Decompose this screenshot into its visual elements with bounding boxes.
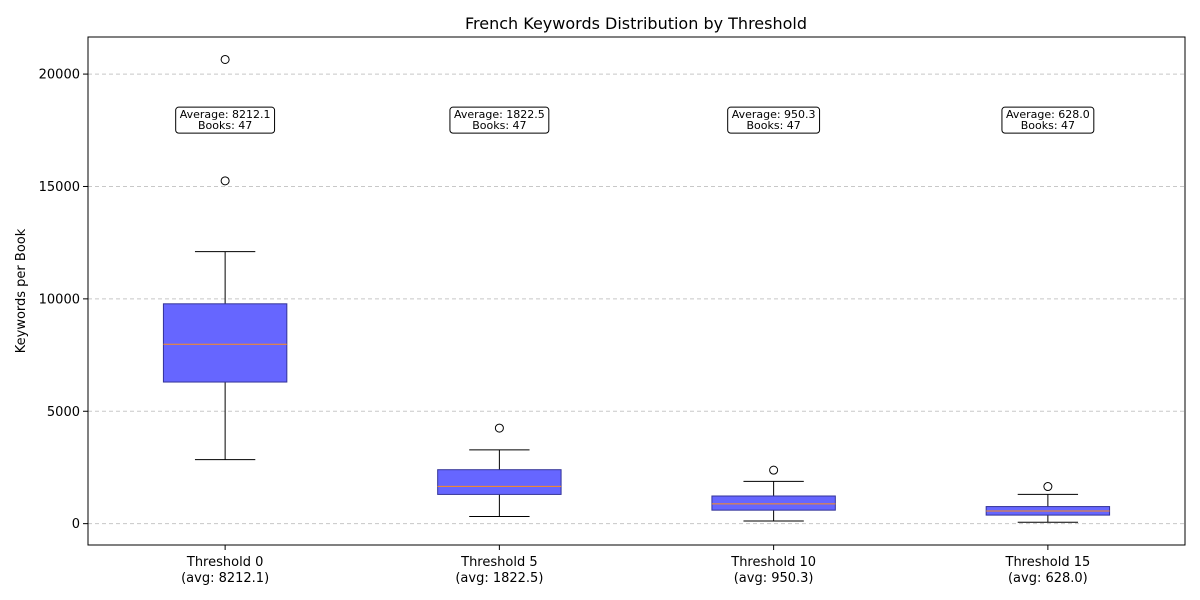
outlier-point <box>494 423 504 433</box>
annotation-books: Books: 47 <box>1021 119 1075 132</box>
x-tick-label: Threshold 0 <box>186 555 263 570</box>
x-axis-ticks: Threshold 0(avg: 8212.1)Threshold 5(avg:… <box>181 545 1090 586</box>
x-tick-sublabel: (avg: 628.0) <box>1008 571 1088 586</box>
outlier-point <box>220 54 230 64</box>
plot-frame <box>87 36 1186 546</box>
y-tick-label: 20000 <box>39 68 80 83</box>
annotation-frame <box>175 106 276 134</box>
y-tick-label: 15000 <box>39 180 80 195</box>
y-axis-label: Keywords per Book <box>14 228 29 353</box>
boxes <box>162 54 1111 523</box>
y-tick-label: 10000 <box>39 292 80 307</box>
iqr-box <box>437 469 562 495</box>
box-group <box>985 482 1111 523</box>
y-tick-label: 0 <box>72 517 80 532</box>
x-tick-sublabel: (avg: 8212.1) <box>181 571 269 586</box>
annotation-frame <box>1001 106 1095 134</box>
y-axis-ticks: 0 5000 10000 15000 20000 <box>39 68 88 532</box>
annotation-frame <box>727 106 821 134</box>
iqr-box <box>711 495 836 511</box>
outlier-point <box>220 176 230 186</box>
outlier-point <box>1043 482 1053 492</box>
x-tick-label: Threshold 5 <box>460 555 537 570</box>
x-tick-sublabel: (avg: 1822.5) <box>455 571 543 586</box>
annotation-average: Average: 1822.5 <box>454 108 545 121</box>
x-tick-sublabel: (avg: 950.3) <box>734 571 814 586</box>
annotation-books: Books: 47 <box>746 119 800 132</box>
annotation-average: Average: 950.3 <box>732 108 816 121</box>
box-group <box>711 465 836 522</box>
x-tick-label: Threshold 15 <box>1005 555 1091 570</box>
box-group <box>162 54 288 461</box>
x-tick-label: Threshold 10 <box>730 555 816 570</box>
y-tick-label: 5000 <box>47 405 80 420</box>
chart-title: French Keywords Distribution by Threshol… <box>465 14 807 33</box>
iqr-box <box>162 303 288 383</box>
grid-lines <box>88 73 1185 525</box>
outlier-point <box>769 465 779 475</box>
annotation-frame <box>449 106 550 134</box>
annotation-books: Books: 47 <box>198 119 252 132</box>
annotation-average: Average: 628.0 <box>1006 108 1090 121</box>
annotation-books: Books: 47 <box>472 119 526 132</box>
annotation-average: Average: 8212.1 <box>180 108 271 121</box>
box-group <box>437 423 562 517</box>
